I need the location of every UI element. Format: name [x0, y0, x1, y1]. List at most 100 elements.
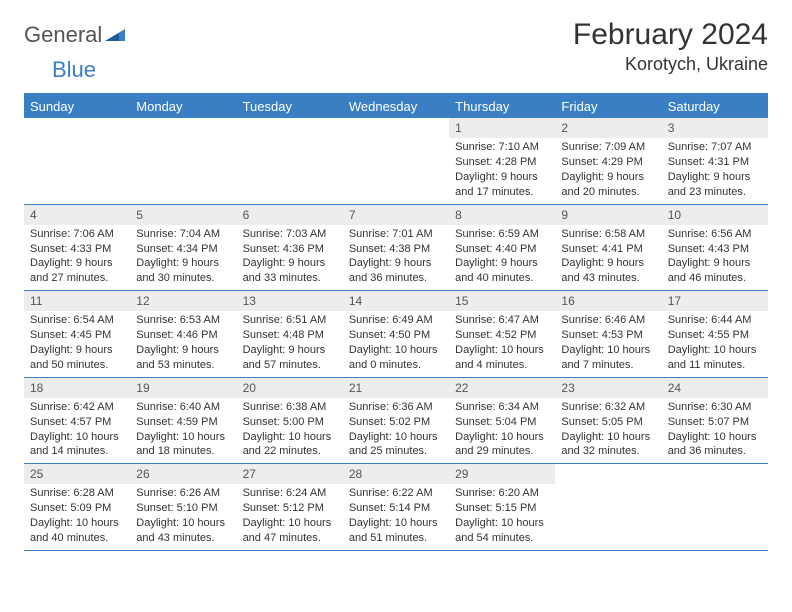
day-cell-8: 8Sunrise: 6:59 AMSunset: 4:40 PMDaylight… [449, 205, 555, 291]
sunset-text: Sunset: 5:09 PM [30, 501, 124, 516]
day-number: 20 [237, 378, 343, 398]
sunset-text: Sunset: 4:40 PM [455, 242, 549, 257]
day-body: Sunrise: 6:54 AMSunset: 4:45 PMDaylight:… [24, 313, 130, 376]
day-body: Sunrise: 6:32 AMSunset: 5:05 PMDaylight:… [555, 400, 661, 463]
day-body: Sunrise: 6:24 AMSunset: 5:12 PMDaylight:… [237, 486, 343, 549]
day-body: Sunrise: 6:53 AMSunset: 4:46 PMDaylight:… [130, 313, 236, 376]
day-cell-16: 16Sunrise: 6:46 AMSunset: 4:53 PMDayligh… [555, 291, 661, 377]
day-number: 16 [555, 291, 661, 311]
day-number: 5 [130, 205, 236, 225]
sunset-text: Sunset: 4:46 PM [136, 328, 230, 343]
sunset-text: Sunset: 4:45 PM [30, 328, 124, 343]
day-cell-29: 29Sunrise: 6:20 AMSunset: 5:15 PMDayligh… [449, 464, 555, 550]
day-number: 8 [449, 205, 555, 225]
day-number: 3 [662, 118, 768, 138]
sunset-text: Sunset: 4:38 PM [349, 242, 443, 257]
day-number: 17 [662, 291, 768, 311]
day-cell-22: 22Sunrise: 6:34 AMSunset: 5:04 PMDayligh… [449, 378, 555, 464]
daylight-text: Daylight: 10 hours and 47 minutes. [243, 516, 337, 546]
day-cell-empty [24, 118, 130, 204]
day-number: 28 [343, 464, 449, 484]
daylight-text: Daylight: 9 hours and 17 minutes. [455, 170, 549, 200]
day-cell-1: 1 Sunrise: 7:10 AMSunset: 4:28 PMDaylight… [449, 118, 555, 204]
day-body: Sunrise: 7:01 AMSunset: 4:38 PMDaylight:… [343, 227, 449, 290]
day-body: Sunrise: 6:34 AMSunset: 5:04 PMDaylight:… [449, 400, 555, 463]
sunset-text: Sunset: 4:29 PM [561, 155, 655, 170]
calendar: SundayMondayTuesdayWednesdayThursdayFrid… [24, 93, 768, 551]
day-cell-3: 3Sunrise: 7:07 AMSunset: 4:31 PMDaylight… [662, 118, 768, 204]
day-cell-23: 23Sunrise: 6:32 AMSunset: 5:05 PMDayligh… [555, 378, 661, 464]
day-number: 21 [343, 378, 449, 398]
week-row: 4Sunrise: 7:06 AMSunset: 4:33 PMDaylight… [24, 205, 768, 292]
sunset-text: Sunset: 4:31 PM [668, 155, 762, 170]
day-body: Sunrise: 6:36 AMSunset: 5:02 PMDaylight:… [343, 400, 449, 463]
daylight-text: Daylight: 9 hours and 27 minutes. [30, 256, 124, 286]
weekday-sunday: Sunday [24, 95, 130, 118]
sunset-text: Sunset: 4:28 PM [455, 155, 549, 170]
day-number: 2 [555, 118, 661, 138]
day-number: 26 [130, 464, 236, 484]
sunset-text: Sunset: 5:07 PM [668, 415, 762, 430]
sunset-text: Sunset: 5:05 PM [561, 415, 655, 430]
sunset-text: Sunset: 4:53 PM [561, 328, 655, 343]
sunrise-text: Sunrise: 6:56 AM [668, 227, 762, 242]
day-number: 12 [130, 291, 236, 311]
day-number: 1 [449, 118, 555, 138]
day-number: 10 [662, 205, 768, 225]
day-number: 23 [555, 378, 661, 398]
sunrise-text: Sunrise: 6:49 AM [349, 313, 443, 328]
sunset-text: Sunset: 4:33 PM [30, 242, 124, 257]
sunset-text: Sunset: 5:02 PM [349, 415, 443, 430]
sunrise-text: Sunrise: 6:54 AM [30, 313, 124, 328]
day-number: 22 [449, 378, 555, 398]
weekday-tuesday: Tuesday [237, 95, 343, 118]
week-row: 1 Sunrise: 7:10 AMSunset: 4:28 PMDaylight… [24, 118, 768, 205]
day-cell-17: 17Sunrise: 6:44 AMSunset: 4:55 PMDayligh… [662, 291, 768, 377]
sunrise-text: Sunrise: 6:42 AM [30, 400, 124, 415]
day-cell-9: 9Sunrise: 6:58 AMSunset: 4:41 PMDaylight… [555, 205, 661, 291]
daylight-text: Daylight: 9 hours and 36 minutes. [349, 256, 443, 286]
sunset-text: Sunset: 4:34 PM [136, 242, 230, 257]
day-cell-10: 10Sunrise: 6:56 AMSunset: 4:43 PMDayligh… [662, 205, 768, 291]
month-title: February 2024 [573, 18, 768, 52]
day-cell-26: 26Sunrise: 6:26 AMSunset: 5:10 PMDayligh… [130, 464, 236, 550]
daylight-text: Daylight: 9 hours and 53 minutes. [136, 343, 230, 373]
sunrise-text: Sunrise: 6:38 AM [243, 400, 337, 415]
daylight-text: Daylight: 10 hours and 43 minutes. [136, 516, 230, 546]
daylight-text: Daylight: 10 hours and 32 minutes. [561, 430, 655, 460]
day-body: Sunrise: 6:49 AMSunset: 4:50 PMDaylight:… [343, 313, 449, 376]
day-body: Sunrise: 6:30 AMSunset: 5:07 PMDaylight:… [662, 400, 768, 463]
daylight-text: Daylight: 9 hours and 30 minutes. [136, 256, 230, 286]
day-body: Sunrise: 7:06 AMSunset: 4:33 PMDaylight:… [24, 227, 130, 290]
location: Korotych, Ukraine [573, 54, 768, 75]
daylight-text: Daylight: 9 hours and 57 minutes. [243, 343, 337, 373]
daylight-text: Daylight: 10 hours and 54 minutes. [455, 516, 549, 546]
day-body: Sunrise: 6:40 AMSunset: 4:59 PMDaylight:… [130, 400, 236, 463]
sunrise-text: Sunrise: 7:10 AM [455, 140, 549, 155]
day-body: Sunrise: 6:58 AMSunset: 4:41 PMDaylight:… [555, 227, 661, 290]
sunrise-text: Sunrise: 6:36 AM [349, 400, 443, 415]
sunrise-text: Sunrise: 6:44 AM [668, 313, 762, 328]
week-row: 18Sunrise: 6:42 AMSunset: 4:57 PMDayligh… [24, 378, 768, 465]
day-body: Sunrise: 6:59 AMSunset: 4:40 PMDaylight:… [449, 227, 555, 290]
day-cell-15: 15Sunrise: 6:47 AMSunset: 4:52 PMDayligh… [449, 291, 555, 377]
sunrise-text: Sunrise: 6:28 AM [30, 486, 124, 501]
daylight-text: Daylight: 10 hours and 11 minutes. [668, 343, 762, 373]
sunrise-text: Sunrise: 7:04 AM [136, 227, 230, 242]
day-body: Sunrise: 7:07 AMSunset: 4:31 PMDaylight:… [662, 140, 768, 203]
sunset-text: Sunset: 4:59 PM [136, 415, 230, 430]
daylight-text: Daylight: 10 hours and 7 minutes. [561, 343, 655, 373]
sunset-text: Sunset: 4:43 PM [668, 242, 762, 257]
day-body: Sunrise: 6:56 AMSunset: 4:43 PMDaylight:… [662, 227, 768, 290]
sunset-text: Sunset: 5:12 PM [243, 501, 337, 516]
sunset-text: Sunset: 5:14 PM [349, 501, 443, 516]
sunset-text: Sunset: 5:15 PM [455, 501, 549, 516]
sunrise-text: Sunrise: 6:30 AM [668, 400, 762, 415]
daylight-text: Daylight: 10 hours and 4 minutes. [455, 343, 549, 373]
day-body: Sunrise: 7:03 AMSunset: 4:36 PMDaylight:… [237, 227, 343, 290]
sunrise-text: Sunrise: 6:22 AM [349, 486, 443, 501]
day-cell-11: 11Sunrise: 6:54 AMSunset: 4:45 PMDayligh… [24, 291, 130, 377]
day-body: Sunrise: 6:44 AMSunset: 4:55 PMDaylight:… [662, 313, 768, 376]
sunrise-text: Sunrise: 6:20 AM [455, 486, 549, 501]
weeks-container: 1Sunrise: 7:10 AMSunset: 4:28 PMDaylight… [24, 118, 768, 551]
